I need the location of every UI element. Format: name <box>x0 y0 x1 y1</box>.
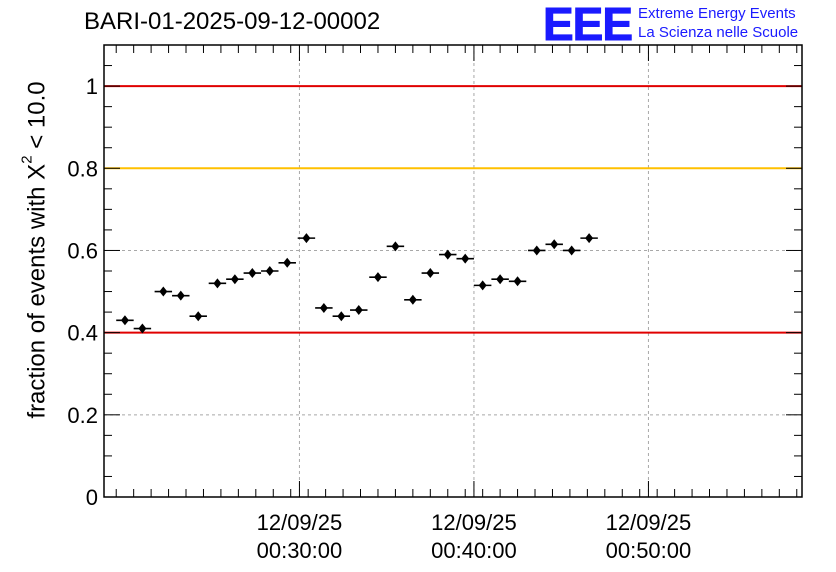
data-point-marker <box>550 239 559 250</box>
data-point-marker <box>426 268 435 279</box>
data-point-marker <box>478 280 487 291</box>
y-axis-label-sup: 2 <box>18 155 36 164</box>
plot-frame <box>103 44 803 498</box>
logo-line-2: La Scienza nelle Scuole <box>638 24 799 41</box>
y-axis-label-suffix: < 10.0 <box>23 81 51 156</box>
x-tick-label-time: 00:30:00 <box>257 538 343 563</box>
x-tick-label-date: 12/09/25 <box>606 510 692 535</box>
eee-logo: EEE Extreme Energy Events La Scienza nel… <box>542 0 798 50</box>
y-axis-label-chi: X <box>23 163 51 180</box>
y-tick-label: 0 <box>86 485 98 510</box>
data-point-marker <box>319 302 328 313</box>
data-point-marker <box>120 315 129 326</box>
data-point-marker <box>443 249 452 260</box>
x-tick-label-time: 00:50:00 <box>606 538 692 563</box>
data-point-marker <box>194 311 203 322</box>
y-tick-label: 1 <box>86 74 98 99</box>
data-point-marker <box>585 233 594 244</box>
data-point-marker <box>513 276 522 287</box>
data-point-marker <box>391 241 400 252</box>
data-point-marker <box>138 323 147 334</box>
data-point-marker <box>265 266 274 276</box>
chart-title: BARI-01-2025-09-12-00002 <box>84 8 381 35</box>
x-tick-label-time: 00:40:00 <box>431 538 517 563</box>
x-tick-label-date: 12/09/25 <box>431 510 517 535</box>
eee-logo-mark: EEE <box>542 0 633 50</box>
x-tick-label-date: 12/09/25 <box>257 510 343 535</box>
data-point-marker <box>159 286 168 297</box>
data-point-marker <box>176 290 185 301</box>
data-point-marker <box>567 245 576 256</box>
data-point-marker <box>283 257 292 268</box>
logo-line-1: Extreme Energy Events <box>638 5 796 22</box>
data-point-marker <box>496 274 505 285</box>
data-point-marker <box>354 305 363 316</box>
data-point-marker <box>373 272 382 283</box>
data-point-marker <box>230 274 239 285</box>
eee-logo-text: Extreme Energy Events La Scienza nelle S… <box>638 2 798 42</box>
data-point-marker <box>461 253 470 264</box>
y-tick-label: 0.8 <box>67 156 98 181</box>
y-tick-label: 0.4 <box>67 321 98 346</box>
data-point-marker <box>248 268 257 279</box>
data-point-marker <box>408 294 417 305</box>
data-point-marker <box>213 278 222 289</box>
y-tick-label: 0.6 <box>67 238 98 263</box>
y-axis-label: fraction of events with X2 < 10.0 <box>19 81 52 419</box>
y-tick-label: 0.2 <box>67 403 98 428</box>
data-point-marker <box>302 233 311 244</box>
y-axis-label-prefix: fraction of events with <box>23 179 51 419</box>
data-point-marker <box>337 311 346 322</box>
data-point-marker <box>532 245 541 256</box>
